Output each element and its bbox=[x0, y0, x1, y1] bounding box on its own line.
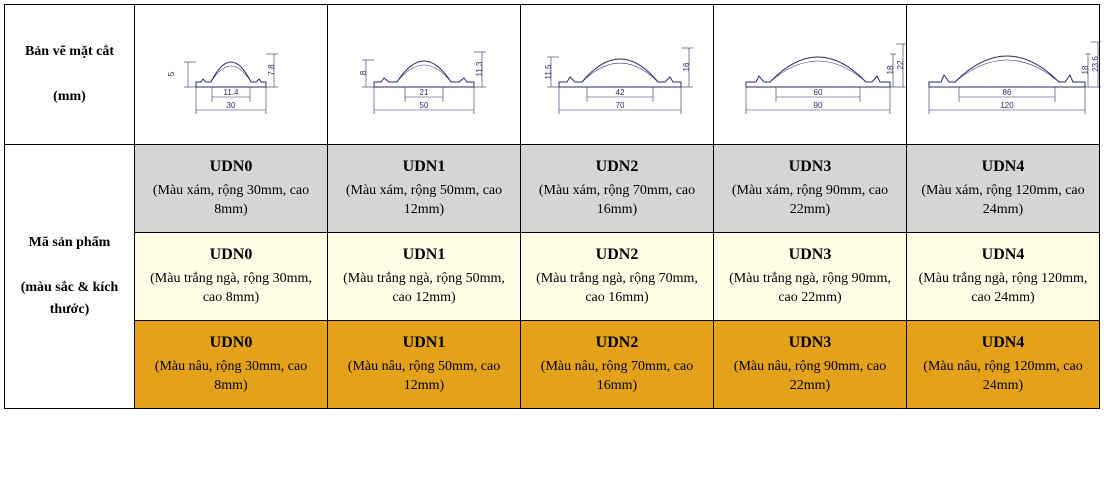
product-code: UDN1 bbox=[332, 246, 516, 264]
product-cell: UDN1 (Màu xám, rộng 50mm, cao 12mm) bbox=[328, 145, 521, 233]
product-cell: UDN2 (Màu xám, rộng 70mm, cao 16mm) bbox=[521, 145, 714, 233]
product-cell: UDN3 (Màu trắng ngà, rộng 90mm, cao 22mm) bbox=[714, 233, 907, 321]
product-desc: (Màu trắng ngà, rộng 30mm, cao 8mm) bbox=[139, 270, 323, 308]
product-desc: (Màu nâu, rộng 120mm, cao 24mm) bbox=[911, 358, 1095, 396]
cross-section-icon: 21 50 8 11.3 bbox=[334, 22, 514, 122]
product-code: UDN0 bbox=[139, 334, 323, 352]
product-desc: (Màu xám, rộng 30mm, cao 8mm) bbox=[139, 182, 323, 220]
product-code: UDN1 bbox=[332, 158, 516, 176]
product-desc: (Màu nâu, rộng 70mm, cao 16mm) bbox=[525, 358, 709, 396]
product-cell: UDN3 (Màu xám, rộng 90mm, cao 22mm) bbox=[714, 145, 907, 233]
product-desc: (Màu xám, rộng 70mm, cao 16mm) bbox=[525, 182, 709, 220]
dim-h2: 7.8 bbox=[267, 64, 276, 76]
product-code: UDN3 bbox=[718, 158, 902, 176]
dim-inner-w: 86 bbox=[1003, 88, 1012, 97]
cross-section-icon: 42 70 11.5 16 bbox=[525, 22, 715, 122]
product-code: UDN0 bbox=[139, 246, 323, 264]
cross-section-icon: 60 90 18 22 bbox=[718, 22, 918, 122]
product-desc: (Màu trắng ngà, rộng 120mm, cao 24mm) bbox=[911, 270, 1095, 308]
dim-h1: 18 bbox=[886, 65, 895, 74]
diagram-cell-2: 42 70 11.5 16 bbox=[521, 5, 714, 145]
product-code: UDN3 bbox=[718, 246, 902, 264]
dim-h2: 11.3 bbox=[475, 61, 484, 77]
product-header-sub: (màu sắc & kích thước) bbox=[21, 280, 119, 317]
product-cell: UDN4 (Màu nâu, rộng 120mm, cao 24mm) bbox=[907, 321, 1100, 409]
product-header-label: Mã sản phẩm bbox=[29, 235, 111, 250]
dim-outer-w: 30 bbox=[227, 101, 236, 110]
dim-inner-w: 60 bbox=[814, 88, 823, 97]
dim-outer-w: 70 bbox=[616, 101, 625, 110]
product-row-brown: UDN0 (Màu nâu, rộng 30mm, cao 8mm) UDN1 (M… bbox=[5, 321, 1100, 409]
product-desc: (Màu xám, rộng 90mm, cao 22mm) bbox=[718, 182, 902, 220]
diagram-row: Bản vẽ mặt cắt (mm) 11.4 30 5 bbox=[5, 5, 1100, 145]
product-desc: (Màu xám, rộng 120mm, cao 24mm) bbox=[911, 182, 1095, 220]
product-cell: UDN2 (Màu nâu, rộng 70mm, cao 16mm) bbox=[521, 321, 714, 409]
dim-h2: 16 bbox=[682, 62, 691, 71]
product-code: UDN3 bbox=[718, 334, 902, 352]
diagram-cell-3: 60 90 18 22 bbox=[714, 5, 907, 145]
product-cell: UDN4 (Màu trắng ngà, rộng 120mm, cao 24mm… bbox=[907, 233, 1100, 321]
dim-outer-w: 50 bbox=[420, 101, 429, 110]
product-desc: (Màu nâu, rộng 30mm, cao 8mm) bbox=[139, 358, 323, 396]
product-cell: UDN0 (Màu nâu, rộng 30mm, cao 8mm) bbox=[135, 321, 328, 409]
cross-section-icon: 86 120 18 23.6 bbox=[911, 22, 1104, 122]
product-code: UDN2 bbox=[525, 246, 709, 264]
dim-inner-w: 21 bbox=[420, 88, 429, 97]
product-desc: (Màu nâu, rộng 50mm, cao 12mm) bbox=[332, 358, 516, 396]
diagram-cell-0: 11.4 30 5 7.8 bbox=[135, 5, 328, 145]
product-code: UDN4 bbox=[911, 246, 1095, 264]
product-row-gray: Mã sản phẩm (màu sắc & kích thước) UDN0(… bbox=[5, 145, 1100, 233]
diagram-cell-4: 86 120 18 23.6 bbox=[907, 5, 1100, 145]
product-cell: UDN2 (Màu trắng ngà, rộng 70mm, cao 16mm) bbox=[521, 233, 714, 321]
dim-inner-w: 42 bbox=[616, 88, 625, 97]
product-code: UDN2 bbox=[525, 158, 709, 176]
product-cell: UDN3 (Màu nâu, rộng 90mm, cao 22mm) bbox=[714, 321, 907, 409]
product-desc: (Màu trắng ngà, rộng 50mm, cao 12mm) bbox=[332, 270, 516, 308]
dim-inner-w: 11.4 bbox=[224, 88, 240, 97]
product-code: UDN1 bbox=[332, 334, 516, 352]
product-code: UDN4 bbox=[911, 334, 1095, 352]
dim-outer-w: 120 bbox=[1000, 101, 1014, 110]
product-cell: UDN1 (Màu nâu, rộng 50mm, cao 12mm) bbox=[328, 321, 521, 409]
dim-h1: 11.5 bbox=[544, 64, 553, 80]
diagram-header-label: Bản vẽ mặt cắt bbox=[25, 44, 114, 59]
product-header: Mã sản phẩm (màu sắc & kích thước) bbox=[5, 145, 135, 409]
product-code: UDN2 bbox=[525, 334, 709, 352]
dim-h1: 8 bbox=[359, 70, 368, 75]
product-spec-table: Bản vẽ mặt cắt (mm) 11.4 30 5 bbox=[4, 4, 1100, 409]
product-desc: (Màu xám, rộng 50mm, cao 12mm) bbox=[332, 182, 516, 220]
diagram-cell-1: 21 50 8 11.3 bbox=[328, 5, 521, 145]
product-cell: UDN4 (Màu xám, rộng 120mm, cao 24mm) bbox=[907, 145, 1100, 233]
dim-h2: 22 bbox=[896, 60, 905, 69]
product-desc: (Màu trắng ngà, rộng 90mm, cao 22mm) bbox=[718, 270, 902, 308]
product-desc: (Màu nâu, rộng 90mm, cao 22mm) bbox=[718, 358, 902, 396]
product-cell: UDN0 (Màu xám, rộng 30mm, cao 8mm) bbox=[135, 145, 328, 233]
diagram-header-unit: (mm) bbox=[53, 89, 86, 104]
product-desc: (Màu trắng ngà, rộng 70mm, cao 16mm) bbox=[525, 270, 709, 308]
product-row-ivory: UDN0(Màu trắng ngà, rộng 30mm, cao 8mm) … bbox=[5, 233, 1100, 321]
product-code: UDN4 bbox=[911, 158, 1095, 176]
dim-h1: 5 bbox=[167, 71, 176, 76]
cross-section-icon: 11.4 30 5 7.8 bbox=[146, 22, 316, 122]
product-cell: UDN0 (Màu trắng ngà, rộng 30mm, cao 8mm) bbox=[135, 233, 328, 321]
diagram-header: Bản vẽ mặt cắt (mm) bbox=[5, 5, 135, 145]
dim-h2: 23.6 bbox=[1091, 56, 1100, 72]
product-cell: UDN1 (Màu trắng ngà, rộng 50mm, cao 12mm) bbox=[328, 233, 521, 321]
dim-outer-w: 90 bbox=[814, 101, 823, 110]
product-code: UDN0 bbox=[139, 158, 323, 176]
dim-h1: 18 bbox=[1081, 65, 1090, 74]
